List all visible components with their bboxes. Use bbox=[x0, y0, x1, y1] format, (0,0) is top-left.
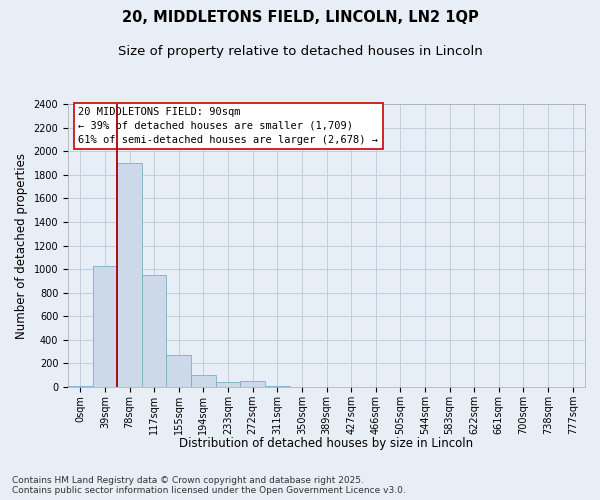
Bar bbox=[117, 163, 142, 387]
Text: Contains HM Land Registry data © Crown copyright and database right 2025.
Contai: Contains HM Land Registry data © Crown c… bbox=[12, 476, 406, 495]
Bar bbox=[265, 386, 290, 387]
Bar bbox=[68, 386, 92, 387]
Text: 20 MIDDLETONS FIELD: 90sqm
← 39% of detached houses are smaller (1,709)
61% of s: 20 MIDDLETONS FIELD: 90sqm ← 39% of deta… bbox=[79, 107, 379, 145]
Bar bbox=[166, 355, 191, 387]
Bar bbox=[142, 275, 166, 387]
Y-axis label: Number of detached properties: Number of detached properties bbox=[15, 152, 28, 338]
Bar bbox=[241, 380, 265, 387]
X-axis label: Distribution of detached houses by size in Lincoln: Distribution of detached houses by size … bbox=[179, 437, 473, 450]
Bar bbox=[92, 266, 117, 387]
Text: Size of property relative to detached houses in Lincoln: Size of property relative to detached ho… bbox=[118, 45, 482, 58]
Bar bbox=[216, 382, 241, 387]
Bar bbox=[191, 376, 216, 387]
Text: 20, MIDDLETONS FIELD, LINCOLN, LN2 1QP: 20, MIDDLETONS FIELD, LINCOLN, LN2 1QP bbox=[122, 10, 478, 25]
